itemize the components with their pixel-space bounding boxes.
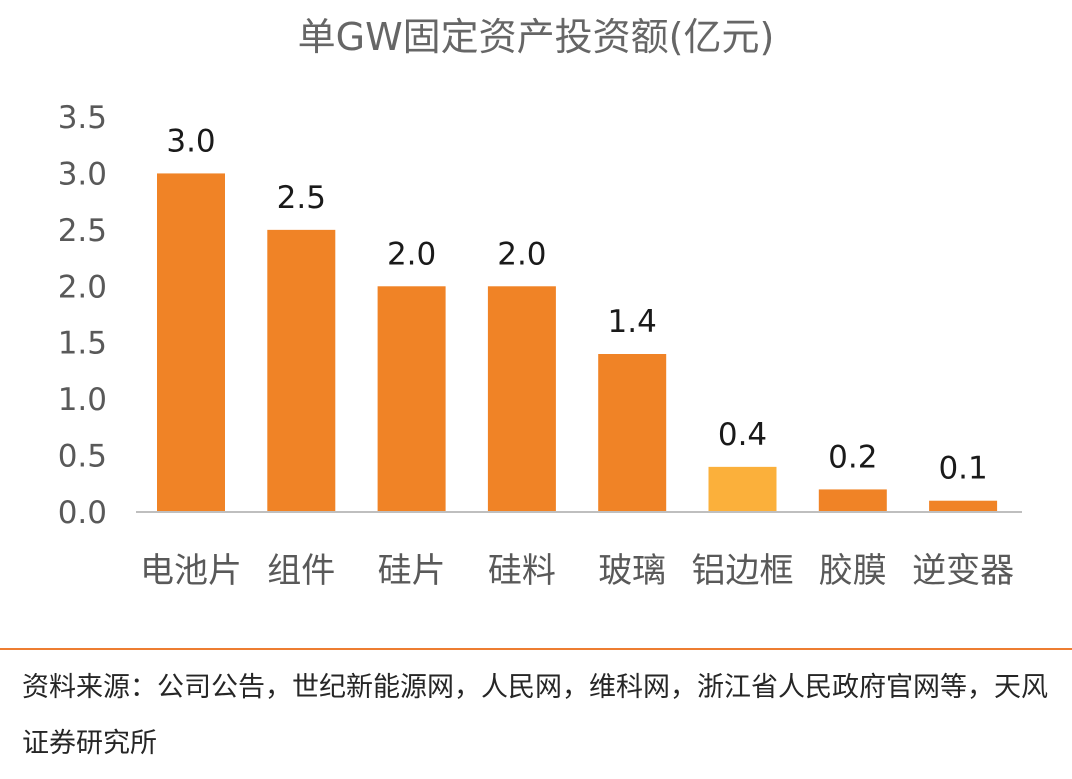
bar-value-label: 3.0 xyxy=(166,123,215,159)
bar xyxy=(377,286,446,512)
y-axis-ticks: 0.0 0.5 1.0 1.5 2.0 2.5 3.0 3.5 xyxy=(58,100,107,531)
y-tick-label: 2.5 xyxy=(58,213,107,249)
chart-title: 单GW固定资产投资额(亿元) xyxy=(297,15,775,59)
y-tick-label: 1.0 xyxy=(58,382,107,418)
category-label: 硅料 xyxy=(488,551,556,591)
bar xyxy=(818,489,887,512)
y-tick-label: 3.5 xyxy=(58,100,107,136)
bar xyxy=(708,466,777,512)
category-label: 玻璃 xyxy=(598,551,666,591)
bar-value-label: 1.4 xyxy=(608,304,657,340)
bar xyxy=(487,286,556,512)
category-label: 硅片 xyxy=(378,551,446,591)
bar-chart: 0.0 0.5 1.0 1.5 2.0 2.5 3.0 3.5 3.0 2.5 2.0 2.0 1.4… xyxy=(58,100,1022,591)
footer-divider xyxy=(0,648,1072,650)
bar-value-label: 0.2 xyxy=(828,439,877,475)
y-tick-label: 0.0 xyxy=(58,495,107,531)
bars xyxy=(157,173,998,512)
category-label: 组件 xyxy=(267,551,335,591)
bar xyxy=(157,173,225,512)
category-label: 电池片 xyxy=(140,551,242,591)
category-label: 逆变器 xyxy=(912,551,1014,591)
category-label: 胶膜 xyxy=(819,551,887,591)
source-note: 资料来源：公司公告，世纪新能源网，人民网，维科网，浙江省人民政府官网等，天风证券… xyxy=(22,672,1048,759)
y-tick-label: 0.5 xyxy=(58,439,107,475)
y-tick-label: 2.0 xyxy=(58,269,107,305)
bar xyxy=(267,229,336,512)
bar xyxy=(598,354,667,512)
category-labels: 电池片 组件 硅片 硅料 玻璃 铝边框 胶膜 逆变器 xyxy=(140,551,1014,591)
value-labels: 3.0 2.5 2.0 2.0 1.4 0.4 0.2 0.1 xyxy=(166,123,987,486)
bar-value-label: 0.1 xyxy=(938,451,987,487)
y-tick-label: 1.5 xyxy=(58,326,107,362)
bar-value-label: 0.4 xyxy=(718,417,767,453)
bar-value-label: 2.0 xyxy=(497,236,546,272)
bar xyxy=(929,500,998,512)
bar-value-label: 2.0 xyxy=(387,236,436,272)
category-label: 铝边框 xyxy=(692,551,794,591)
y-tick-label: 3.0 xyxy=(58,156,107,192)
bar-value-label: 2.5 xyxy=(277,180,326,216)
